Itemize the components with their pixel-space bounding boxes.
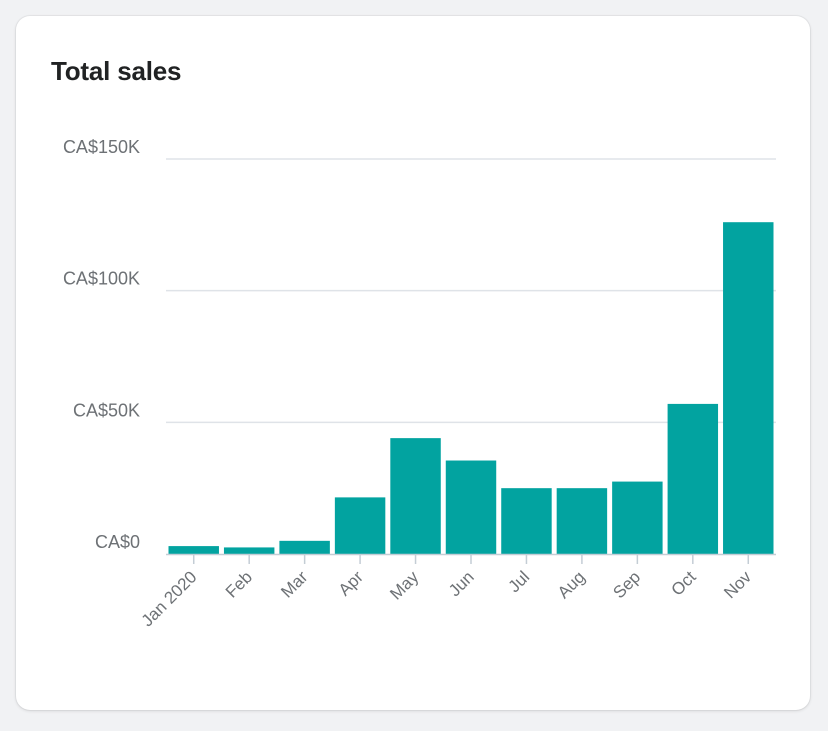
bar-mar[interactable] [279, 540, 330, 554]
y-tick-label: CA$0 [95, 532, 140, 552]
total-sales-bar-chart: CA$0 CA$50K CA$100K CA$150K Jan 2020 Feb Mar Ap… [63, 137, 776, 630]
x-tick-label: Nov [720, 567, 755, 602]
bar-oct[interactable] [667, 403, 719, 554]
y-tick-label: CA$150K [63, 137, 140, 157]
bar-jul[interactable] [501, 488, 552, 554]
bar-feb[interactable] [223, 547, 275, 554]
bar-sep[interactable] [612, 481, 663, 554]
bar-jun[interactable] [445, 460, 497, 554]
total-sales-card: Total sales CA$0 CA$50K CA$100K CA$150K Jan … [16, 16, 810, 710]
x-tick-label: Jun [445, 567, 478, 600]
bar-apr[interactable] [334, 497, 386, 554]
bar-nov[interactable] [723, 222, 774, 554]
x-tick-label: Oct [668, 567, 700, 599]
x-tick-label: Apr [335, 567, 367, 599]
x-tick-label: Sep [609, 567, 644, 602]
y-tick-label: CA$50K [73, 400, 140, 420]
card-title: Total sales [51, 56, 182, 86]
x-tick-label: Mar [277, 567, 311, 601]
x-tick-label: Feb [222, 567, 256, 601]
bar-may[interactable] [390, 438, 441, 554]
x-tick-label: Jul [504, 567, 533, 596]
bar-jan-2020[interactable] [168, 546, 219, 554]
x-tick-label: Aug [554, 567, 589, 602]
x-tick-label: Jan 2020 [138, 567, 201, 630]
bar-aug[interactable] [556, 488, 608, 554]
x-tick-label: May [386, 567, 422, 603]
y-tick-label: CA$100K [63, 269, 140, 289]
